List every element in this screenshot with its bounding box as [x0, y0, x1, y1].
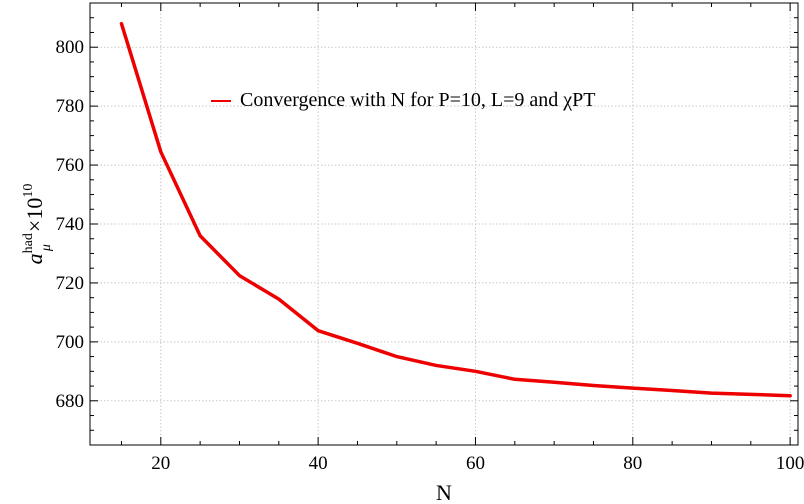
- series-layer: [119, 21, 792, 398]
- y-tick-label: 800: [56, 37, 85, 58]
- legend-label: Convergence with N for P=10, L=9 and χPT: [240, 89, 595, 111]
- legend: Convergence with N for P=10, L=9 and χPT: [211, 89, 595, 111]
- axis-ticks: [90, 3, 798, 445]
- y-tick-label: 700: [56, 332, 85, 353]
- y-axis-title-subscript: μ: [39, 244, 54, 252]
- x-tick-label: 40: [309, 453, 328, 474]
- y-axis-title-suffix: ×10: [22, 198, 47, 232]
- x-axis-title: N: [436, 480, 452, 504]
- y-tick-label: 760: [56, 155, 85, 176]
- series-line: [119, 21, 792, 398]
- y-axis-title: ahad μ ×1010: [21, 184, 54, 265]
- y-tick-label: 720: [56, 273, 85, 294]
- y-tick-label: 680: [56, 391, 85, 412]
- y-tick-label: 740: [56, 214, 85, 235]
- y-axis-title-base: a: [22, 253, 47, 264]
- y-axis-title-suffix-superscript: 10: [21, 184, 36, 198]
- x-tick-label: 20: [151, 453, 170, 474]
- x-tick-label: 100: [776, 453, 804, 474]
- y-axis-title-superscript: had: [21, 233, 36, 253]
- x-tick-label: 80: [623, 453, 642, 474]
- x-tick-label: 60: [466, 453, 485, 474]
- y-tick-label: 780: [56, 96, 85, 117]
- tick-labels: 20 40 60 80 100 680 700 720 740 760 780 800: [56, 37, 804, 474]
